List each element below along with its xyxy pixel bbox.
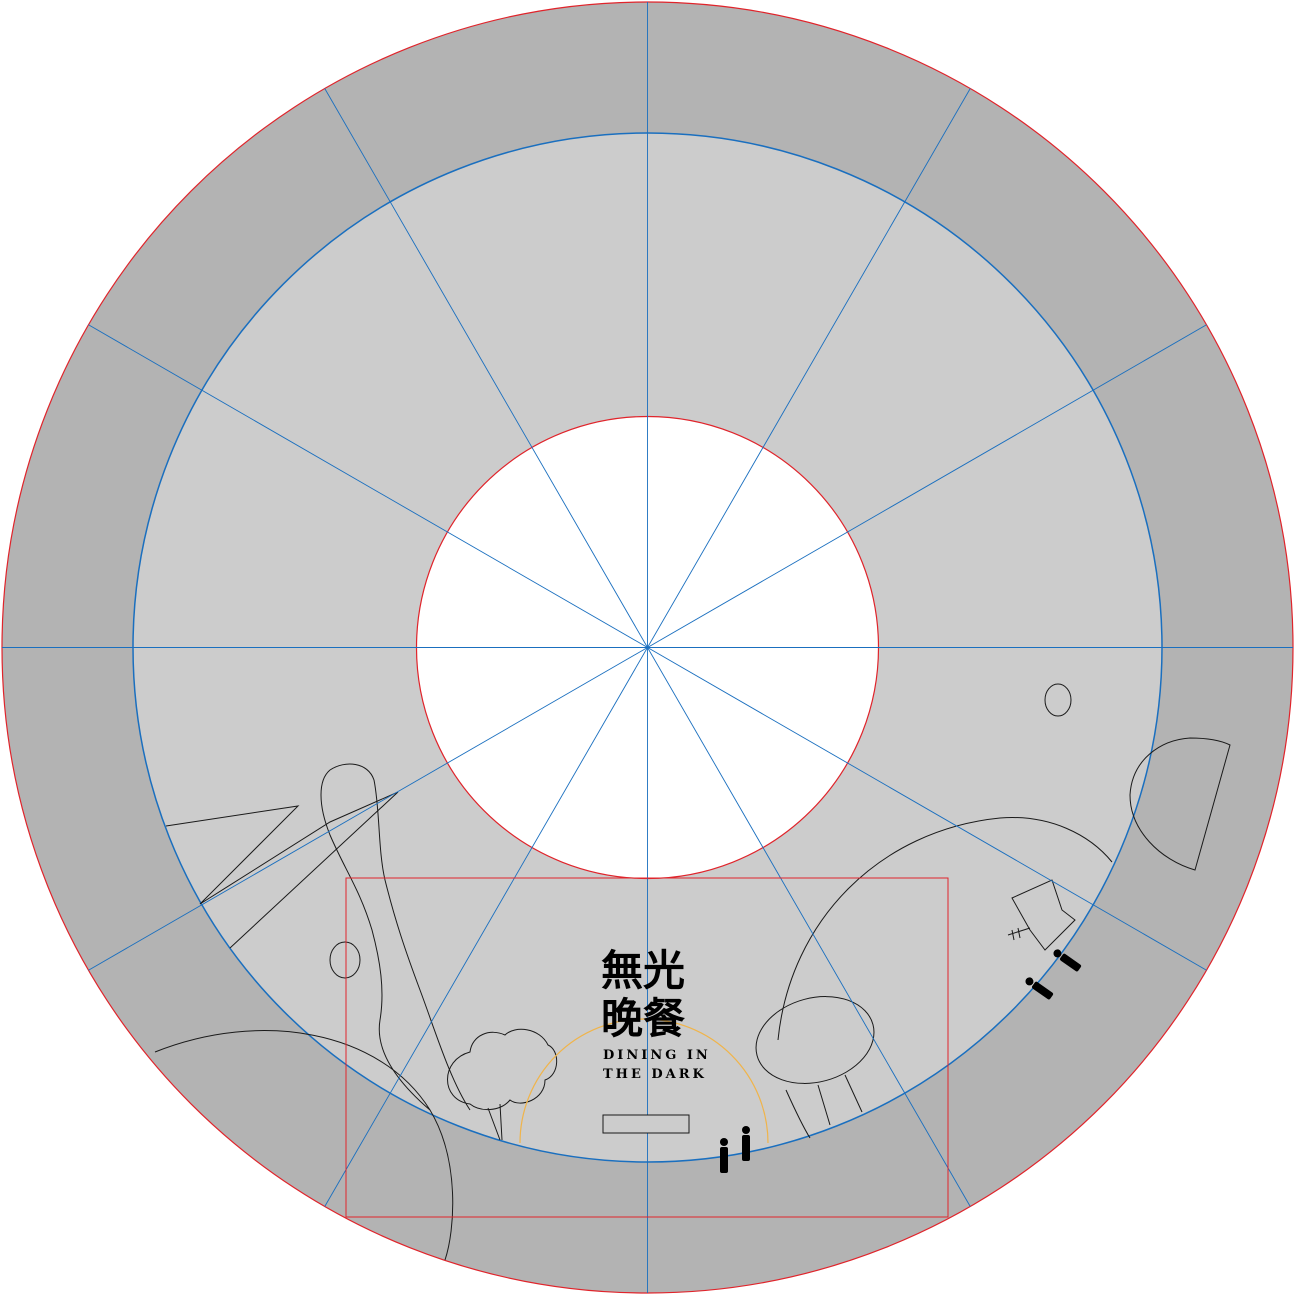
- frame-rectangle: [345, 877, 949, 1218]
- mushroom-cap: [755, 996, 875, 1084]
- zigzag-outline: [165, 791, 399, 949]
- orange-arc: [519, 1018, 769, 1144]
- large-arc-right: [777, 817, 1113, 1041]
- half-circle-right: [1129, 737, 1231, 871]
- title-en-line1: DINING IN: [603, 1048, 711, 1063]
- people: [720, 949, 1082, 1173]
- title-cjk-line1: 無光: [601, 946, 685, 995]
- mushroom-stems: [785, 1074, 863, 1139]
- caption-box: [602, 1114, 690, 1134]
- person-figure: [720, 1138, 728, 1173]
- title-cjk-line2: 晚餐: [601, 994, 686, 1043]
- person-figure: [1025, 977, 1054, 1000]
- house-outline: [1007, 879, 1076, 951]
- small-ellipse-left: [329, 941, 361, 979]
- tree-outline: [447, 1028, 558, 1141]
- person-figure: [1053, 949, 1082, 972]
- title-en-line2: THE DARK: [603, 1067, 707, 1082]
- radial-guide-line: [88, 324, 1207, 971]
- small-ellipse-right: [1044, 683, 1072, 717]
- large-circle-left-outline: [154, 1030, 454, 1261]
- winding-shape-outline: [320, 763, 471, 1111]
- illustration: [154, 683, 1231, 1261]
- person-figure: [742, 1126, 750, 1161]
